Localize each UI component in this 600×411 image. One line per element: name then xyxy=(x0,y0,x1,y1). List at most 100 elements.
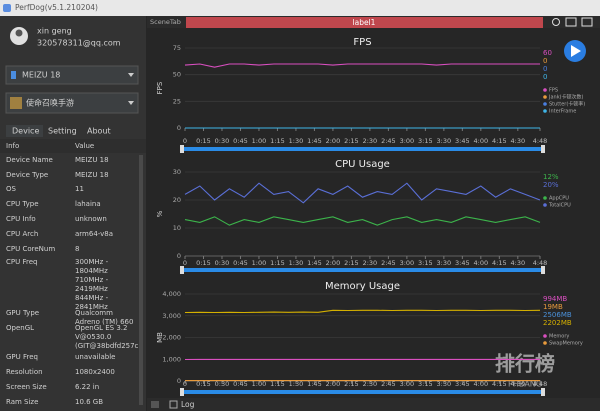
x-tick-label: 3:15 xyxy=(418,380,433,388)
time-scrollbar xyxy=(181,147,544,151)
legend-entry: SwapMemory xyxy=(549,341,583,347)
device-dropdown[interactable] xyxy=(5,65,139,85)
info-value: 11 xyxy=(75,185,84,193)
x-tick-label: 1:30 xyxy=(289,137,304,145)
log-label: Log xyxy=(181,400,195,409)
info-value: MEIZU 18 xyxy=(75,156,109,164)
info-value: MEIZU 18 xyxy=(75,171,109,179)
x-tick-label: 1:15 xyxy=(270,380,285,388)
y-tick-label: 25 xyxy=(173,97,181,105)
user-email: 320578311@qq.com xyxy=(37,39,121,48)
log-checkbox[interactable] xyxy=(169,400,178,409)
info-label: CPU CoreNum xyxy=(6,245,55,253)
table-header xyxy=(0,139,146,153)
x-tick-label: 3:30 xyxy=(437,137,452,145)
x-tick-label: 0:45 xyxy=(233,380,248,388)
x-tick-label: 3:45 xyxy=(455,137,470,145)
legend-entry: TotalCPU xyxy=(548,203,571,209)
info-label: Device Name xyxy=(6,156,53,164)
x-tick-label: 3:15 xyxy=(418,259,433,267)
x-tick-label: 4:15 xyxy=(492,380,507,388)
info-label: CPU Info xyxy=(6,215,36,223)
info-label: Resolution xyxy=(6,368,43,376)
info-label: Device Type xyxy=(6,171,48,179)
app-icon xyxy=(3,4,11,12)
tab[interactable]: About xyxy=(87,127,111,136)
x-tick-label: 3:30 xyxy=(437,380,452,388)
y-tick-label: 75 xyxy=(173,44,181,52)
info-value: 710MHz - xyxy=(75,276,109,284)
scene-tab[interactable]: SceneTab xyxy=(150,18,181,26)
folder-icon[interactable] xyxy=(565,17,577,27)
series-line xyxy=(184,182,541,204)
x-tick-label: 0:30 xyxy=(215,380,230,388)
x-tick-label: 1:15 xyxy=(270,259,285,267)
folder-icon[interactable] xyxy=(581,17,593,27)
info-label: CPU Arch xyxy=(6,230,38,238)
label-tab-bg xyxy=(186,17,543,28)
current-value: 12% xyxy=(543,173,559,181)
current-value: 19MB xyxy=(543,303,563,311)
legend-dot xyxy=(543,341,547,345)
x-tick-label: 2:15 xyxy=(344,259,359,267)
info-value: 6.22 in xyxy=(75,383,99,391)
x-tick-label: 2:45 xyxy=(381,259,396,267)
x-tick-label: 4:00 xyxy=(474,380,489,388)
info-label: OS xyxy=(6,185,17,193)
watermark-sub: PHBANG xyxy=(508,380,542,389)
info-value: unavailable xyxy=(75,353,115,361)
legend-dot xyxy=(543,88,547,92)
legend-dot xyxy=(543,334,547,338)
info-value: V@0530.0 xyxy=(75,333,111,341)
expand-button[interactable] xyxy=(151,401,159,408)
y-tick-label: 3,000 xyxy=(162,312,181,320)
x-tick-label: 0:15 xyxy=(196,137,211,145)
info-value: 10.6 GB xyxy=(75,398,103,406)
x-tick-label: 2:15 xyxy=(344,137,359,145)
y-tick-label: 0 xyxy=(177,252,181,260)
x-tick-label: 1:00 xyxy=(252,259,267,267)
legend-dot xyxy=(543,95,547,99)
x-tick-label: 1:45 xyxy=(307,259,322,267)
info-value: Qualcomm xyxy=(75,309,113,317)
current-value: 994MB xyxy=(543,295,567,303)
x-tick-label: 4:15 xyxy=(492,259,507,267)
scrollbar[interactable] xyxy=(139,155,143,405)
x-tick-label: 0 xyxy=(183,137,187,145)
scroll-handle xyxy=(180,388,184,396)
y-axis-label: % xyxy=(156,210,164,217)
table-header-cell: Value xyxy=(75,142,94,150)
info-label: CPU Freq xyxy=(6,258,37,266)
info-value: OpenGL ES 3.2 xyxy=(75,324,127,332)
tab[interactable]: Setting xyxy=(48,127,77,136)
current-value: 20% xyxy=(543,181,559,189)
play-icon xyxy=(571,45,581,57)
y-tick-label: 2,000 xyxy=(162,334,181,342)
y-tick-label: 30 xyxy=(173,168,181,176)
location-icon[interactable] xyxy=(552,18,560,26)
y-tick-label: 0 xyxy=(177,377,181,385)
info-value: 8 xyxy=(75,245,79,253)
x-tick-label: 0:30 xyxy=(215,137,230,145)
x-tick-label: 0 xyxy=(183,380,187,388)
y-tick-label: 1,000 xyxy=(162,355,181,363)
x-tick-label: 4:30 xyxy=(511,259,526,267)
current-value: 2202MB xyxy=(543,319,572,327)
x-tick-label: 3:30 xyxy=(437,259,452,267)
legend-entry: Jank(卡顿次数) xyxy=(548,94,584,101)
x-tick-label: 3:00 xyxy=(400,380,415,388)
y-axis-label: FPS xyxy=(156,81,164,94)
chart-title: CPU Usage xyxy=(335,159,390,170)
y-tick-label: 4,000 xyxy=(162,290,181,298)
info-value: lahaina xyxy=(75,200,101,208)
label-tab[interactable]: label1 xyxy=(353,18,376,27)
x-tick-label: 4:48 xyxy=(533,137,548,145)
app-dropdown[interactable] xyxy=(5,92,139,114)
y-axis-label: MB xyxy=(156,332,164,343)
tab[interactable]: Device xyxy=(12,127,39,136)
current-value: 0 xyxy=(543,73,547,81)
info-value: 844MHz - xyxy=(75,294,109,302)
x-tick-label: 3:00 xyxy=(400,137,415,145)
x-tick-label: 2:00 xyxy=(326,380,341,388)
x-tick-label: 4:15 xyxy=(492,137,507,145)
